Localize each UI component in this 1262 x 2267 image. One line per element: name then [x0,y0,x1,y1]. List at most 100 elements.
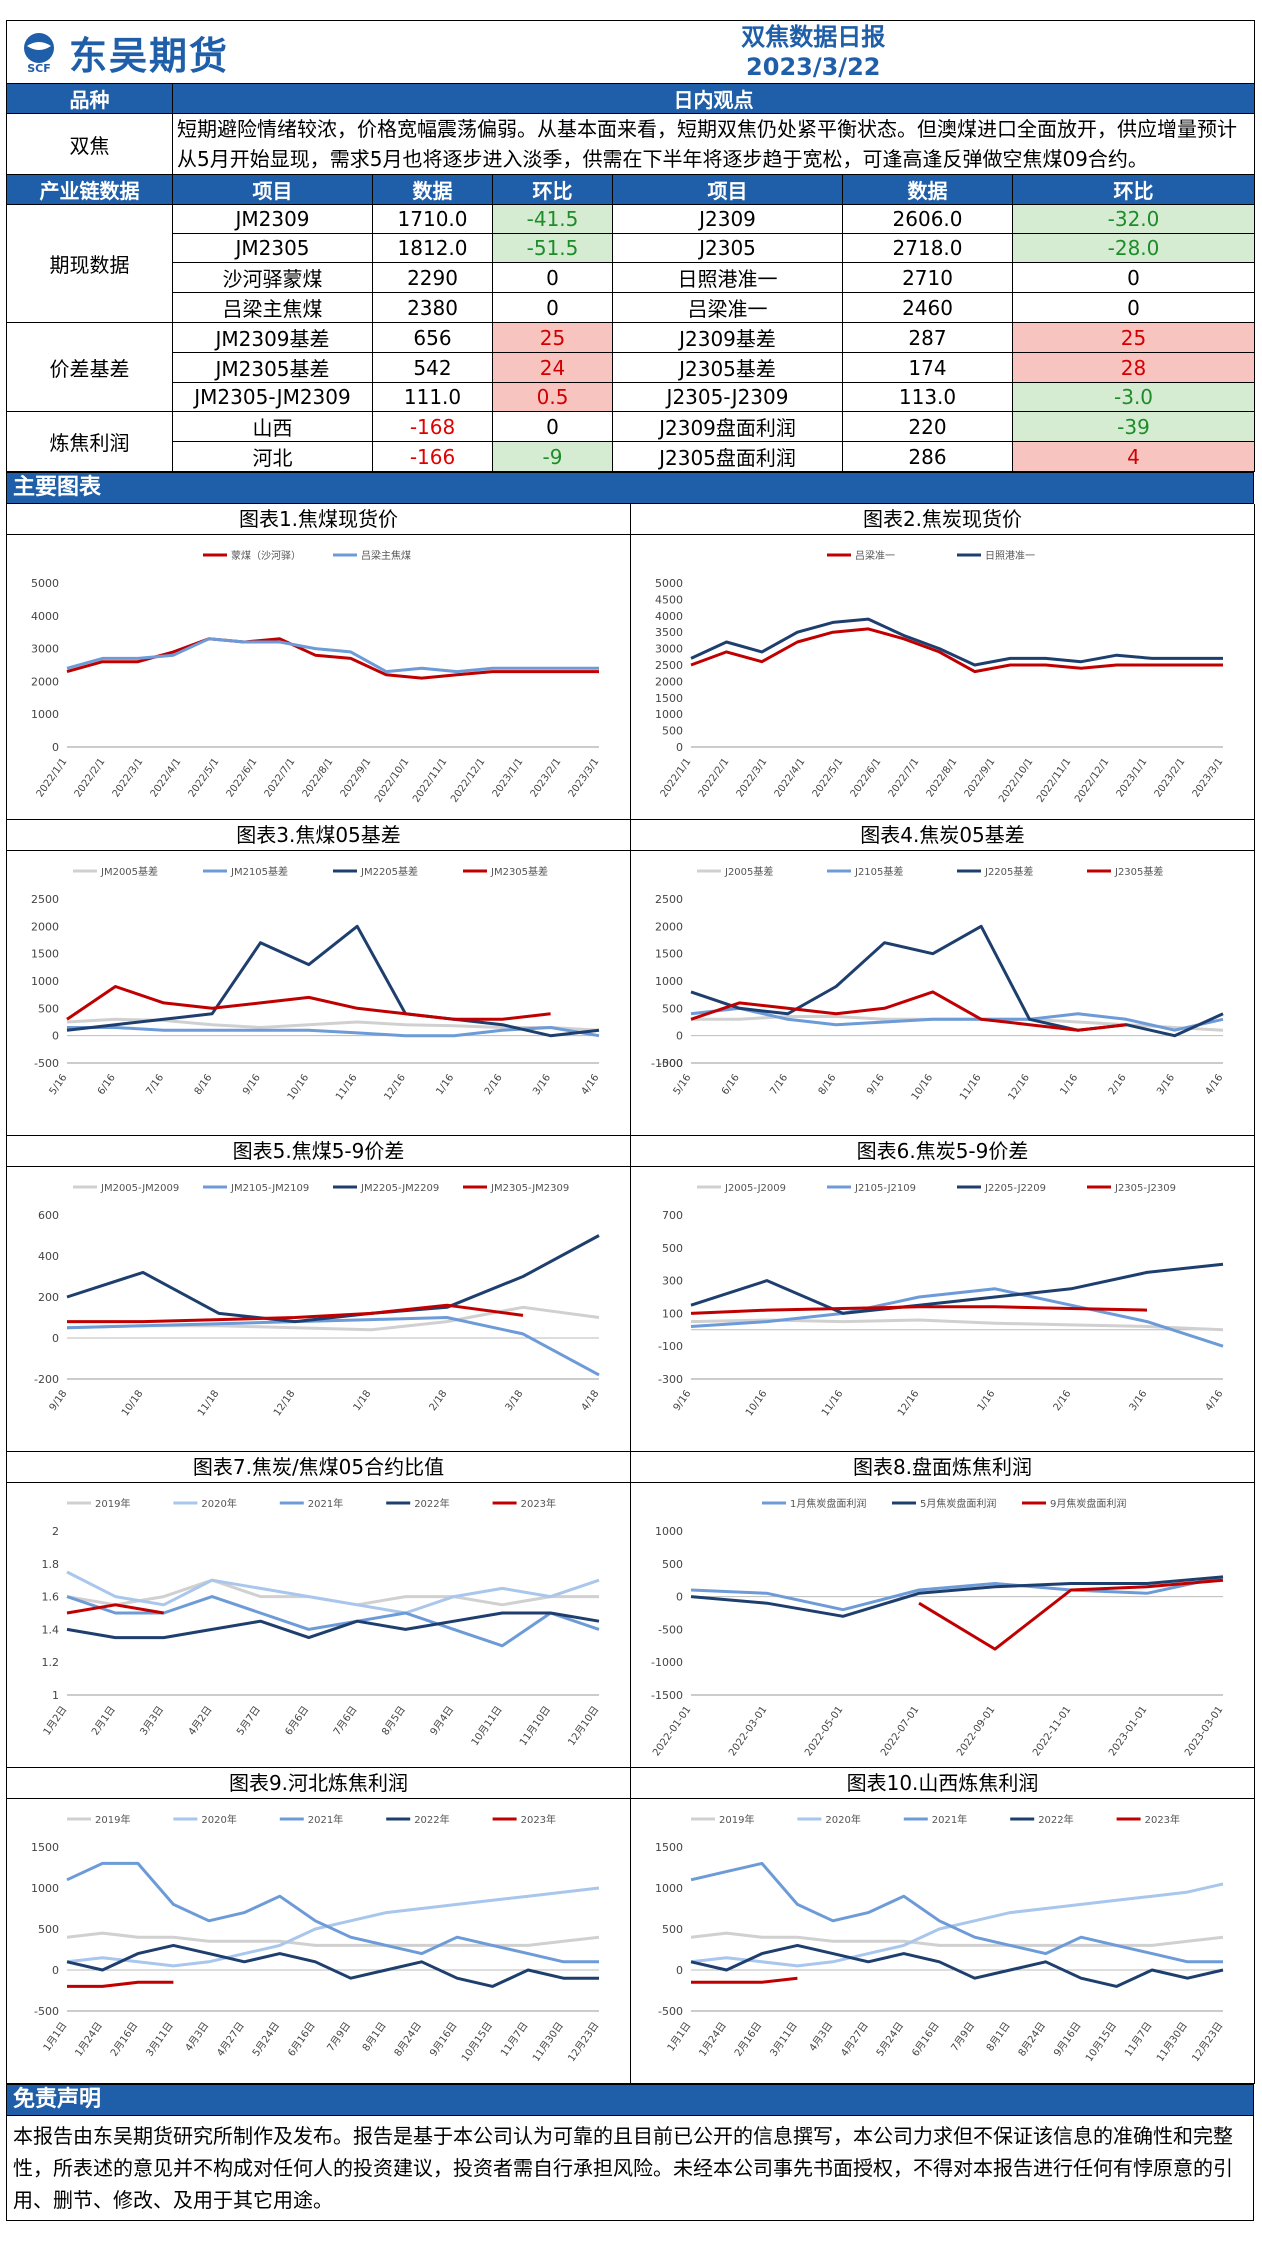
legend-entry: J2105基差 [827,865,903,878]
series-line [66,1570,600,1615]
x-tick-label: 9月4日 [428,1704,457,1738]
legend-entry: 1月焦炭盘面利润 [762,1497,866,1510]
legend-label: J2305-J2309 [1114,1183,1176,1194]
value-cell: 2718.0 [842,233,1014,263]
group-label: 炼焦利润 [6,411,173,472]
x-tick-label: 1/16 [1058,1072,1080,1097]
x-tick-label: 6/16 [96,1072,118,1097]
legend-entry: 2022年 [386,1497,450,1510]
item-cell: 山西 [171,411,374,442]
item-cell: J2305盘面利润 [612,441,844,472]
x-tick-label: 2023-03-01 [1183,1704,1225,1758]
y-tick-label: 0 [676,1591,683,1604]
change-cell: -51.5 [492,233,614,263]
x-tick-label: 4/16 [580,1072,602,1097]
y-tick-label: 200 [38,1291,59,1304]
y-tick-label: 1000 [655,1525,683,1538]
legend-entry: 2020年 [173,1497,237,1510]
report-title: 双焦数据日报 [741,23,886,51]
x-tick-label: 10月15日 [1083,2020,1119,2064]
y-tick-label: -1000 [651,1057,683,1070]
x-tick-label: 2022/11/1 [1035,756,1073,804]
chart-panel: 图表6.焦炭5-9价差 J2005-J2009 J2105-J2109 J2205-J… [631,1136,1255,1452]
chart-title: 图表8.盘面炼焦利润 [631,1452,1254,1483]
series-line [690,1861,1223,1964]
x-tick-label: 2023/1/1 [491,756,526,799]
x-tick-label: 4/16 [1204,1388,1226,1413]
x-tick-label: 11/16 [958,1072,984,1102]
y-tick-label: 500 [662,1923,683,1936]
series-line [691,1976,798,1984]
change-cell: -9 [492,441,614,472]
legend-entry: JM2305基差 [463,865,548,878]
x-tick-label: 12/16 [1006,1072,1032,1102]
chart-svg: JM2005基差 JM2105基差 JM2205基差 JM2305基差 2500 2000… [31,865,602,1102]
item-cell: J2309 [612,204,844,234]
y-tick-label: 2000 [655,920,683,933]
x-tick-label: 6月6日 [283,1704,312,1738]
table-header-4: 项目 [612,174,844,205]
x-tick-label: 2022-07-01 [879,1704,921,1758]
legend-label: 2020年 [201,1813,236,1826]
chart-panel: 图表4.焦炭05基差 J2005基差 J2105基差 J2205基差 J2305基差 25… [631,820,1255,1136]
series-line [67,1303,524,1324]
change-cell: -41.5 [492,204,614,234]
x-tick-label: 7/16 [768,1072,790,1097]
x-tick-label: 9/16 [241,1072,263,1097]
y-tick-label: 1500 [31,948,59,961]
x-tick-label: 2022/3/1 [735,756,770,799]
x-tick-label: 5月7日 [234,1704,263,1738]
x-tick-label: 10/16 [744,1388,770,1418]
chart-title: 图表4.焦炭05基差 [631,820,1254,851]
x-tick-label: 2月16日 [108,2020,140,2059]
x-tick-label: 6/16 [720,1072,742,1097]
chart-panel: 图表3.焦煤05基差 JM2005基差 JM2105基差 JM2205基差 JM2305… [7,820,631,1136]
x-tick-label: 11月7日 [498,2020,530,2059]
legend-label: 1月焦炭盘面利润 [790,1497,866,1510]
y-tick-label: 500 [662,1558,683,1571]
svg-text:SCF: SCF [27,62,51,74]
x-tick-label: 4月2日 [186,1704,215,1738]
value-cell: 1710.0 [372,204,494,234]
series-line [690,1575,1224,1612]
x-tick-label: 2022-01-01 [651,1704,693,1758]
series-line [66,1861,599,1964]
chart-panel: 图表9.河北炼焦利润 2019年 2020年 2021年 2022年 2023年 1500 1… [7,1768,631,2084]
legend-entry: 2023年 [492,1813,556,1826]
x-tick-label: 10/16 [286,1072,312,1102]
item-cell: J2309盘面利润 [612,411,844,442]
change-cell: -3.0 [1012,382,1256,412]
legend-label: J2105基差 [854,865,903,878]
legend-entry: JM2105-JM2109 [203,1183,309,1194]
legend-entry: 2021年 [903,1813,967,1826]
y-tick-label: 0 [676,741,683,754]
legend-label: 吕梁准一 [855,549,895,562]
item-cell: J2305-J2309 [612,382,844,412]
x-tick-label: 11月30日 [1154,2020,1190,2064]
legend-label: J2205基差 [984,865,1033,878]
x-tick-label: 11月30日 [530,2020,566,2064]
y-tick-label: 1500 [655,692,683,705]
company-logo: SCF 东吴期货 [11,25,369,80]
legend-label: 2021年 [308,1497,343,1510]
x-tick-label: 10月15日 [459,2020,495,2064]
table-row: 沙河驿蒙煤 2290 0 日照港准一 2710 0 [7,262,1256,293]
item-cell: J2305基差 [612,352,844,383]
x-tick-label: 2022/1/1 [35,756,70,799]
y-tick-label: -200 [34,1373,59,1386]
y-tick-label: 600 [38,1209,59,1222]
y-tick-label: 5000 [655,577,683,590]
x-tick-label: 12月23日 [1190,2020,1226,2064]
x-tick-label: 6月16日 [909,2020,941,2059]
item-cell: JM2309 [171,204,374,234]
legend-entry: 5月焦炭盘面利润 [892,1497,996,1510]
x-tick-label: 7月9日 [325,2020,354,2054]
value-cell: 2290 [372,262,494,293]
charts-grid: 图表1.焦煤现货价 蒙煤（沙河驿） 吕梁主焦煤 5000 4000 3000 2000 100… [6,504,1255,2084]
y-tick-label: 500 [38,1002,59,1015]
y-tick-label: 1500 [655,1841,683,1854]
x-tick-label: 8月5日 [379,1704,408,1738]
x-tick-label: 8月1日 [360,2020,389,2054]
y-tick-label: 1000 [31,708,59,721]
change-cell: -32.0 [1012,204,1256,234]
